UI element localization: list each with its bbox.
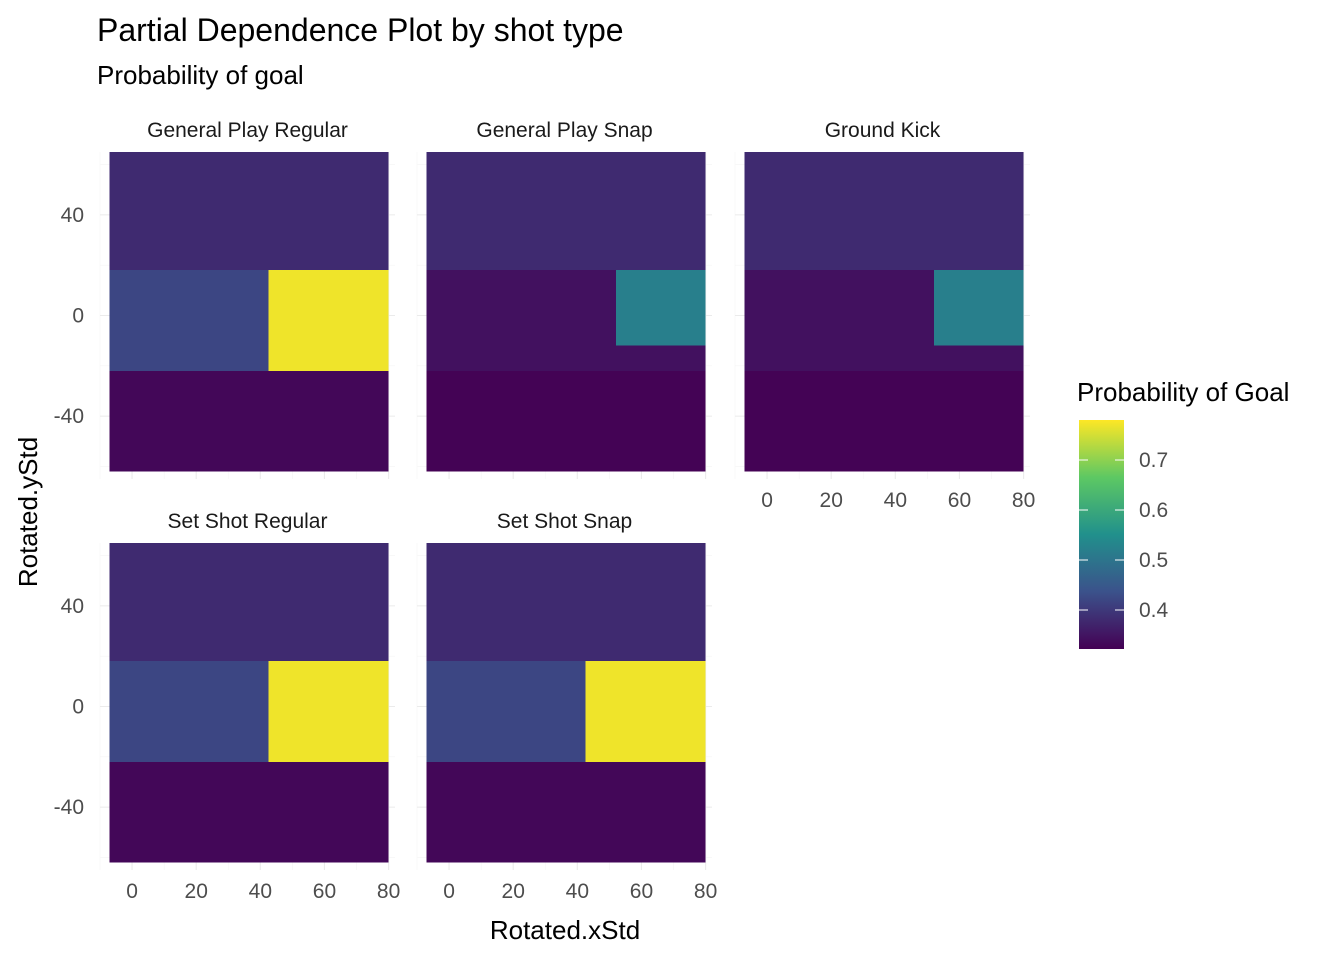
chart-title: Partial Dependence Plot by shot type — [97, 12, 624, 48]
heatmap-tile — [585, 661, 706, 762]
chart-subtitle: Probability of goal — [97, 60, 304, 90]
y-tick-label: -40 — [54, 796, 84, 819]
heatmap-tile — [109, 761, 389, 863]
facet-strip-label: Ground Kick — [825, 119, 941, 142]
x-tick-label: 60 — [630, 880, 653, 903]
x-tick-label: 60 — [313, 880, 336, 903]
legend-colorbar — [1079, 420, 1124, 649]
heatmap-tile — [426, 370, 706, 472]
heatmap-tile — [933, 270, 1024, 346]
x-tick-label: 80 — [1012, 489, 1035, 512]
heatmap-tile — [109, 370, 389, 472]
x-tick-label: 80 — [377, 880, 400, 903]
facet-strip-label: General Play Regular — [147, 119, 348, 142]
heatmap-tile — [744, 270, 934, 371]
heatmap-tile — [744, 152, 1024, 271]
x-axis-title: Rotated.xStd — [490, 915, 640, 945]
x-tick-label: 0 — [443, 880, 455, 903]
x-tick-label: 0 — [761, 489, 773, 512]
heatmap-tile — [615, 345, 706, 371]
heatmap-tile — [109, 270, 269, 371]
heatmap-tile — [744, 370, 1024, 472]
facet-strip-label: Set Shot Regular — [168, 510, 328, 533]
heatmap-tile — [426, 543, 706, 662]
legend-tick-label: 0.6 — [1139, 499, 1168, 522]
heatmap-tile — [426, 152, 706, 271]
heatmap-tile — [109, 543, 389, 662]
heatmap-tile — [268, 661, 389, 762]
y-tick-label: -40 — [54, 405, 84, 428]
heatmap-tile — [268, 270, 389, 371]
heatmap-tile — [933, 345, 1024, 371]
x-tick-label: 40 — [249, 880, 272, 903]
legend: Probability of Goal 0.4 0.5 0.6 0.7 — [1077, 377, 1289, 649]
x-tick-label: 40 — [884, 489, 907, 512]
heatmap-tile — [426, 270, 616, 371]
y-tick-label: 0 — [72, 696, 84, 719]
facet-panel: Ground Kick 0 20 40 60 80 — [734, 119, 1035, 512]
y-axis-title: Rotated.yStd — [13, 437, 43, 587]
facet-strip-label: Set Shot Snap — [497, 510, 632, 533]
x-tick-label: 20 — [185, 880, 208, 903]
facet-panel: General Play Regular -40 0 40 — [54, 119, 395, 479]
y-tick-label: 0 — [72, 305, 84, 328]
heatmap-tile — [615, 270, 706, 346]
x-tick-label: 20 — [502, 880, 525, 903]
x-tick-label: 20 — [820, 489, 843, 512]
x-tick-label: 80 — [694, 880, 717, 903]
x-tick-label: 0 — [126, 880, 138, 903]
facet-panel: Set Shot Regular -40 0 40 0 20 40 60 80 — [54, 510, 401, 903]
heatmap-tile — [109, 152, 389, 271]
y-tick-label: 40 — [61, 204, 84, 227]
legend-title: Probability of Goal — [1077, 377, 1289, 407]
facet-panel: Set Shot Snap 0 20 40 60 80 — [416, 510, 717, 903]
facet-panel: General Play Snap — [416, 119, 712, 479]
legend-tick-label: 0.7 — [1139, 449, 1168, 472]
heatmap-tile — [109, 661, 269, 762]
legend-tick-label: 0.4 — [1139, 599, 1169, 622]
facet-strip-label: General Play Snap — [476, 119, 652, 142]
legend-tick-label: 0.5 — [1139, 549, 1168, 572]
x-tick-label: 60 — [948, 489, 971, 512]
heatmap-tile — [426, 661, 586, 762]
heatmap-tile — [426, 761, 706, 863]
facet-panels: General Play Regular -40 0 40 General Play S… — [54, 119, 1036, 903]
y-tick-label: 40 — [61, 595, 84, 618]
x-tick-label: 40 — [566, 880, 589, 903]
